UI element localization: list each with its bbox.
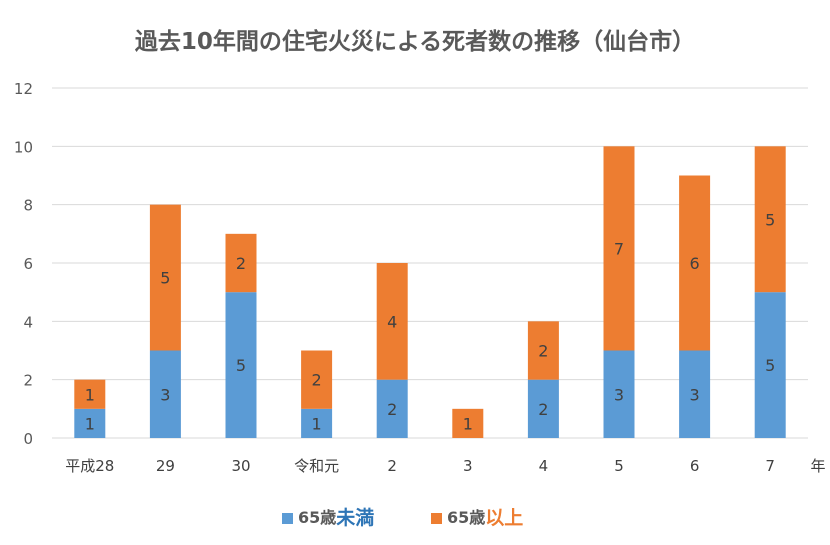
bar-segment-under65 bbox=[527, 379, 559, 438]
x-tick-label: 2 bbox=[387, 457, 397, 475]
data-label: 2 bbox=[236, 254, 246, 273]
y-tick-label: 8 bbox=[23, 197, 33, 215]
x-tick-label: 4 bbox=[539, 457, 549, 475]
bar-segment-over65 bbox=[754, 146, 786, 293]
bar-segment-over65 bbox=[603, 146, 635, 351]
bar-segment-under65 bbox=[754, 292, 786, 438]
legend-label-over65-prefix: 65歳 bbox=[447, 508, 486, 527]
data-label: 3 bbox=[690, 385, 700, 404]
bar-segment-under65 bbox=[74, 408, 106, 438]
legend-item-over65: 65歳 以上 bbox=[431, 503, 523, 529]
data-label: 6 bbox=[690, 254, 700, 273]
data-label: 7 bbox=[614, 239, 624, 258]
y-tick-label: 12 bbox=[14, 80, 33, 98]
y-tick-label: 2 bbox=[23, 372, 33, 390]
bar-segment-under65 bbox=[225, 292, 257, 438]
legend-item-under65: 65歳 未満 bbox=[282, 503, 374, 529]
data-label: 5 bbox=[160, 269, 170, 288]
bar-segment-under65 bbox=[301, 408, 333, 438]
x-tick-label: 平成28 bbox=[65, 457, 114, 475]
legend-label-under65-prefix: 65歳 bbox=[298, 508, 337, 527]
x-axis-unit-label: 年 bbox=[810, 457, 825, 475]
data-label: 2 bbox=[538, 342, 548, 361]
data-label: 1 bbox=[85, 414, 95, 433]
bar-segment-over65 bbox=[527, 321, 559, 380]
bar-segment-under65 bbox=[603, 350, 635, 438]
data-label: 2 bbox=[538, 400, 548, 419]
x-tick-label: 5 bbox=[614, 457, 624, 475]
legend-label-under65-suffix: 未満 bbox=[336, 506, 375, 529]
y-tick-label: 6 bbox=[23, 255, 33, 273]
chart-title: 過去10年間の住宅火災による死者数の推移（仙台市） bbox=[134, 29, 696, 55]
data-label: 5 bbox=[765, 356, 775, 375]
data-label: 2 bbox=[312, 371, 322, 390]
data-label: 5 bbox=[236, 356, 246, 375]
y-tick-label: 0 bbox=[23, 430, 33, 448]
data-label: 4 bbox=[387, 312, 397, 331]
bar-segment-over65 bbox=[74, 379, 106, 409]
y-tick-label: 4 bbox=[23, 313, 33, 331]
bar-segment-over65 bbox=[452, 408, 484, 438]
data-label: 1 bbox=[312, 414, 322, 433]
x-tick-label: 令和元 bbox=[294, 457, 339, 475]
data-label: 5 bbox=[765, 210, 775, 229]
bar-segment-over65 bbox=[149, 204, 181, 351]
data-label: 3 bbox=[160, 385, 170, 404]
x-tick-label: 7 bbox=[765, 457, 775, 475]
bar-segment-under65 bbox=[679, 350, 711, 438]
y-tick-label: 10 bbox=[14, 138, 33, 156]
x-tick-label: 29 bbox=[156, 457, 175, 475]
legend-swatch-under65 bbox=[282, 512, 293, 524]
legend-label-over65-suffix: 以上 bbox=[485, 506, 524, 529]
data-label: 3 bbox=[614, 385, 624, 404]
bar-segment-over65 bbox=[301, 350, 333, 409]
bar-segment-under65 bbox=[149, 350, 181, 438]
x-tick-label: 30 bbox=[231, 457, 250, 475]
data-label: 1 bbox=[463, 414, 473, 433]
data-label: 1 bbox=[85, 385, 95, 404]
data-label: 2 bbox=[387, 400, 397, 419]
bar-segment-over65 bbox=[679, 175, 711, 351]
bar-segment-under65 bbox=[376, 379, 408, 438]
legend-swatch-over65 bbox=[431, 512, 442, 524]
bar-segment-over65 bbox=[225, 233, 257, 293]
x-tick-label: 6 bbox=[690, 457, 700, 475]
bar-segment-over65 bbox=[376, 263, 408, 380]
x-tick-label: 3 bbox=[463, 457, 473, 475]
